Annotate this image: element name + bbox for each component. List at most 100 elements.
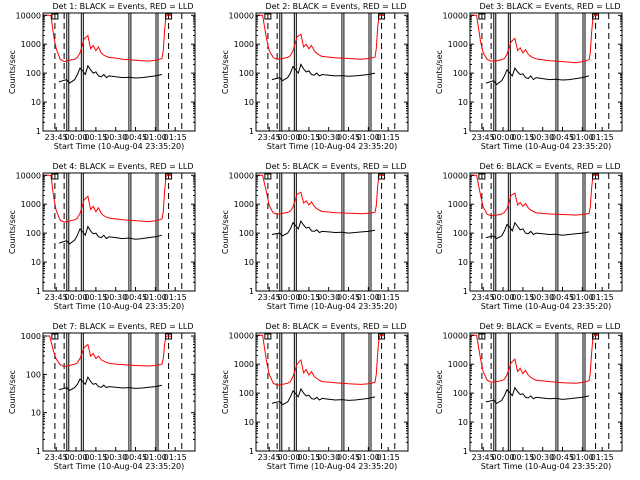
- x-tick-label: 00:45: [551, 133, 574, 142]
- marker-square: [165, 13, 173, 20]
- marker-square: [51, 173, 59, 180]
- y-tick-label: 1000: [448, 40, 468, 49]
- x-tick-label: 00:15: [297, 133, 320, 142]
- x-axis-label: Start Time (10-Aug-04 23:35:20): [267, 142, 398, 151]
- panel-title: Det 5: BLACK = Events, RED = LLD: [266, 162, 407, 171]
- y-tick-label: 10000: [229, 11, 254, 20]
- lld-series-line: [43, 335, 172, 368]
- marker-square: [264, 333, 272, 340]
- y-tick-label: 1: [36, 287, 41, 296]
- y-tick-label: 10: [244, 258, 254, 267]
- y-tick-label: 1: [249, 447, 254, 456]
- x-tick-label: 00:30: [104, 453, 127, 462]
- plot-area: [43, 13, 183, 131]
- x-tick-label: 23:45: [258, 293, 281, 302]
- plot-area: [470, 333, 610, 451]
- x-tick-label: 00:00: [278, 453, 301, 462]
- x-tick-label: 00:30: [317, 293, 340, 302]
- y-tick-label: 100: [453, 229, 468, 238]
- x-tick-label: 00:15: [84, 133, 107, 142]
- plot-frame: [255, 12, 409, 132]
- x-tick-label: 00:15: [297, 453, 320, 462]
- x-tick-label: 23:45: [472, 453, 495, 462]
- y-tick-label: 1000: [21, 40, 41, 49]
- y-axis-label: Counts/sec: [8, 210, 17, 254]
- x-tick-label: 00:15: [84, 453, 107, 462]
- x-tick-label: 23:45: [258, 453, 281, 462]
- panel-title: Det 7: BLACK = Events, RED = LLD: [53, 322, 194, 331]
- x-tick-label: 00:30: [531, 133, 554, 142]
- x-tick-label: 01:00: [144, 293, 167, 302]
- x-tick-label: 23:45: [258, 133, 281, 142]
- x-tick-label: 01:15: [377, 133, 400, 142]
- y-tick-label: 1000: [21, 200, 41, 209]
- x-tick-label: 01:00: [357, 453, 380, 462]
- x-tick-label: 00:00: [492, 453, 515, 462]
- x-tick-label: 23:45: [45, 133, 68, 142]
- y-axis-label: Counts/sec: [8, 370, 17, 414]
- events-series-line: [485, 67, 590, 86]
- x-tick-label: 01:00: [571, 453, 594, 462]
- panel-title: Det 8: BLACK = Events, RED = LLD: [266, 322, 407, 331]
- plot-area: [470, 173, 610, 291]
- y-tick-label: 10: [31, 98, 41, 107]
- y-tick-label: 10: [31, 258, 41, 267]
- events-series-line: [58, 64, 163, 84]
- y-tick-label: 10: [244, 98, 254, 107]
- lld-series-line: [43, 174, 172, 223]
- lld-series-line: [256, 174, 385, 215]
- y-tick-label: 1: [36, 127, 41, 136]
- panel-title: Det 6: BLACK = Events, RED = LLD: [480, 162, 621, 171]
- marker-square: [592, 333, 600, 340]
- marker-square: [478, 173, 486, 180]
- panel-title: Det 2: BLACK = Events, RED = LLD: [266, 2, 407, 11]
- marker-square: [378, 333, 386, 340]
- events-series-line: [271, 219, 376, 237]
- x-tick-label: 00:15: [297, 293, 320, 302]
- x-tick-label: 00:45: [124, 453, 147, 462]
- marker-square: [592, 13, 600, 20]
- detector-panel-1: Det 1: BLACK = Events, RED = LLD 1 10 100 10…: [8, 2, 196, 151]
- y-tick-label: 10000: [443, 11, 468, 20]
- y-tick-label: 1000: [234, 200, 254, 209]
- y-tick-label: 10: [458, 258, 468, 267]
- detector-panel-2: Det 2: BLACK = Events, RED = LLD 1 10 100 10…: [221, 2, 409, 151]
- y-tick-label: 100: [26, 69, 41, 78]
- plot-area: [256, 333, 396, 451]
- marker-square: [51, 13, 59, 20]
- x-tick-label: 01:15: [164, 453, 187, 462]
- y-tick-label: 100: [239, 69, 254, 78]
- y-tick-label: 10000: [443, 331, 468, 340]
- x-tick-label: 01:15: [591, 453, 614, 462]
- x-tick-label: 23:45: [472, 133, 495, 142]
- plot-area: [470, 13, 610, 131]
- x-axis-label: Start Time (10-Aug-04 23:35:20): [54, 462, 185, 471]
- x-tick-label: 00:15: [511, 453, 534, 462]
- x-tick-label: 23:45: [472, 293, 495, 302]
- x-tick-label: 01:00: [144, 133, 167, 142]
- events-series-line: [485, 386, 590, 405]
- y-tick-label: 1: [463, 127, 468, 136]
- plot-frame: [469, 172, 623, 292]
- marker-square: [478, 13, 486, 20]
- x-tick-label: 00:45: [124, 133, 147, 142]
- panel-title: Det 4: BLACK = Events, RED = LLD: [53, 162, 194, 171]
- plot-area: [43, 173, 183, 291]
- x-tick-label: 00:00: [278, 133, 301, 142]
- y-tick-label: 100: [239, 229, 254, 238]
- panel-title: Det 9: BLACK = Events, RED = LLD: [480, 322, 621, 331]
- y-tick-label: 10000: [16, 11, 41, 20]
- x-tick-label: 00:15: [84, 293, 107, 302]
- x-tick-label: 01:00: [357, 133, 380, 142]
- marker-square: [378, 173, 386, 180]
- y-axis-label: Counts/sec: [221, 210, 230, 254]
- marker-square: [478, 333, 486, 340]
- y-tick-label: 100: [26, 370, 41, 379]
- events-series-line: [485, 221, 590, 240]
- x-tick-label: 00:00: [65, 453, 88, 462]
- y-axis-label: Counts/sec: [8, 50, 17, 94]
- x-tick-label: 00:30: [104, 293, 127, 302]
- y-tick-label: 10: [458, 418, 468, 427]
- y-axis-label: Counts/sec: [435, 370, 444, 414]
- x-tick-label: 01:15: [377, 453, 400, 462]
